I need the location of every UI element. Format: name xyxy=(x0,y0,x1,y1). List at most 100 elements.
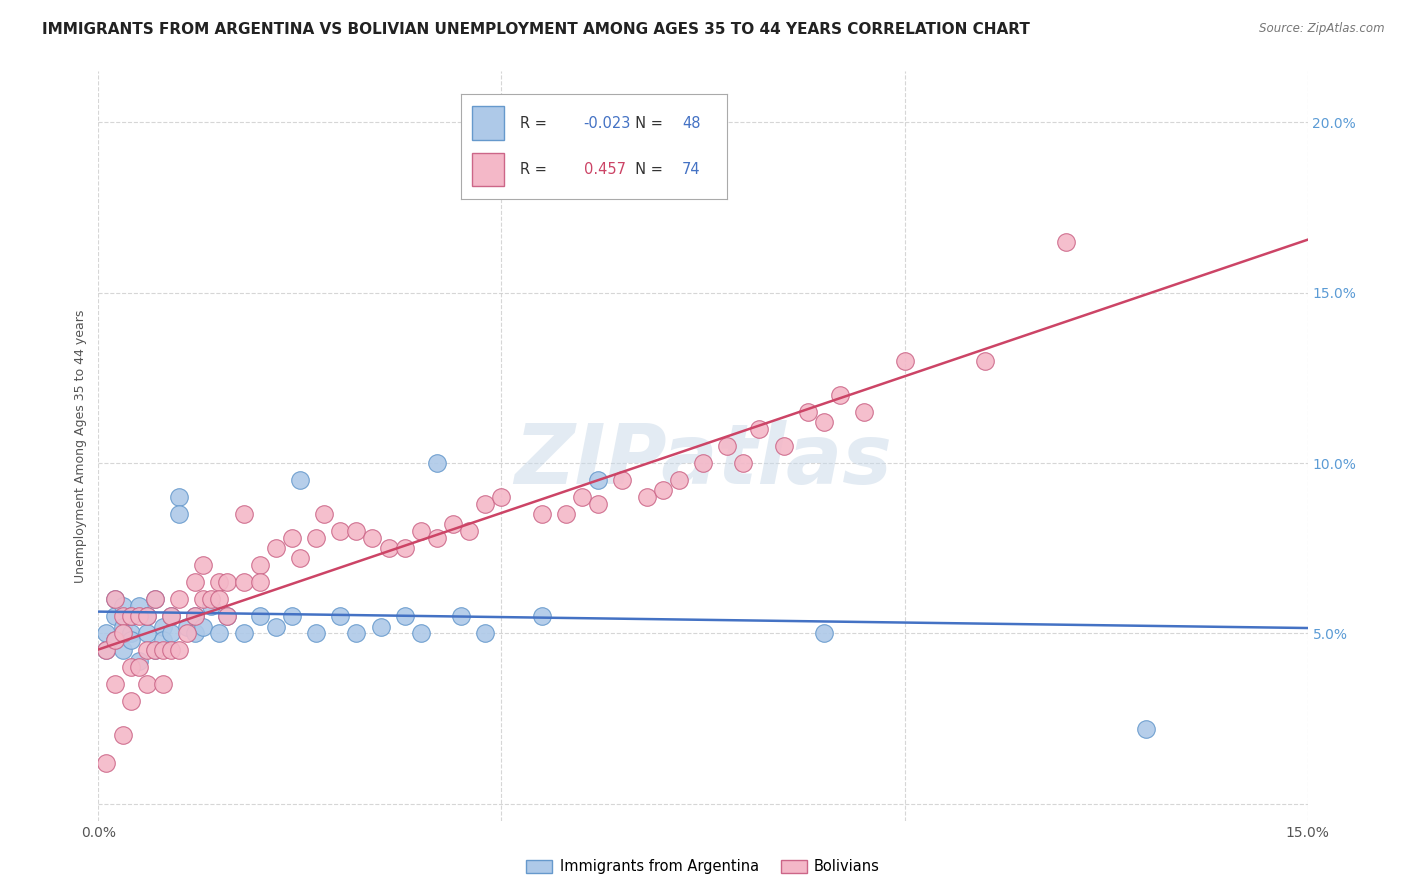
Point xyxy=(288,473,311,487)
Point xyxy=(377,541,399,556)
Point xyxy=(143,643,166,657)
Point xyxy=(361,531,384,545)
Point xyxy=(128,660,150,674)
Point xyxy=(586,497,609,511)
Point xyxy=(571,490,593,504)
Point xyxy=(193,619,215,633)
Point xyxy=(96,626,118,640)
Point xyxy=(716,439,738,453)
Point xyxy=(474,626,496,640)
Point xyxy=(143,643,166,657)
Point xyxy=(103,592,125,607)
Y-axis label: Unemployment Among Ages 35 to 44 years: Unemployment Among Ages 35 to 44 years xyxy=(75,310,87,582)
Point xyxy=(232,575,254,590)
Point xyxy=(111,609,134,624)
Point xyxy=(184,575,207,590)
Point xyxy=(96,643,118,657)
Point xyxy=(828,388,851,402)
Point xyxy=(441,517,464,532)
Point xyxy=(128,654,150,668)
Point xyxy=(135,609,157,624)
Point xyxy=(193,592,215,607)
Point xyxy=(329,524,352,538)
Point xyxy=(111,643,134,657)
Point xyxy=(530,609,553,624)
Point xyxy=(135,677,157,691)
Point xyxy=(120,609,142,624)
Point xyxy=(184,609,207,624)
Point xyxy=(208,592,231,607)
Point xyxy=(103,633,125,648)
Point xyxy=(111,626,134,640)
Point xyxy=(160,643,183,657)
Point xyxy=(152,643,174,657)
Point xyxy=(128,599,150,613)
Point xyxy=(208,626,231,640)
Point xyxy=(586,473,609,487)
Point xyxy=(176,619,198,633)
Point xyxy=(143,592,166,607)
Point xyxy=(474,497,496,511)
Point xyxy=(249,558,271,573)
Point xyxy=(232,507,254,521)
Point xyxy=(458,524,481,538)
Point xyxy=(893,354,915,368)
Point xyxy=(426,531,449,545)
Point xyxy=(264,541,287,556)
Point xyxy=(530,507,553,521)
Point xyxy=(733,456,755,470)
Point xyxy=(193,558,215,573)
Point xyxy=(692,456,714,470)
Point xyxy=(160,626,183,640)
Point xyxy=(491,490,513,504)
Point xyxy=(288,551,311,566)
Point xyxy=(176,626,198,640)
Point xyxy=(329,609,352,624)
Point xyxy=(651,483,673,498)
Point xyxy=(636,490,658,504)
Point xyxy=(853,405,876,419)
Point xyxy=(160,609,183,624)
Point xyxy=(167,643,190,657)
Point xyxy=(103,633,125,648)
Text: Source: ZipAtlas.com: Source: ZipAtlas.com xyxy=(1260,22,1385,36)
Point xyxy=(208,575,231,590)
Point xyxy=(612,473,634,487)
Point xyxy=(264,619,287,633)
Point xyxy=(184,609,207,624)
Point xyxy=(426,456,449,470)
Text: ZIPatlas: ZIPatlas xyxy=(515,420,891,501)
Point xyxy=(813,415,835,429)
Point xyxy=(143,592,166,607)
Point xyxy=(120,633,142,648)
Point xyxy=(394,609,416,624)
Point xyxy=(232,626,254,640)
Point xyxy=(135,609,157,624)
Point xyxy=(96,756,118,770)
Point xyxy=(167,507,190,521)
Point xyxy=(281,609,304,624)
Point xyxy=(305,531,328,545)
Point xyxy=(103,609,125,624)
Point xyxy=(167,592,190,607)
Point xyxy=(152,677,174,691)
Point xyxy=(748,422,770,436)
Point xyxy=(409,524,432,538)
Point xyxy=(249,575,271,590)
Point xyxy=(394,541,416,556)
Point xyxy=(1054,235,1077,249)
Point xyxy=(111,729,134,743)
Point xyxy=(128,609,150,624)
Point xyxy=(344,626,367,640)
Point xyxy=(797,405,820,419)
Point xyxy=(135,643,157,657)
Point xyxy=(409,626,432,640)
Point xyxy=(111,599,134,613)
Point xyxy=(152,619,174,633)
Point xyxy=(152,633,174,648)
Point xyxy=(184,626,207,640)
Point xyxy=(217,609,239,624)
Text: IMMIGRANTS FROM ARGENTINA VS BOLIVIAN UNEMPLOYMENT AMONG AGES 35 TO 44 YEARS COR: IMMIGRANTS FROM ARGENTINA VS BOLIVIAN UN… xyxy=(42,22,1031,37)
Point xyxy=(120,626,142,640)
Point xyxy=(200,592,222,607)
